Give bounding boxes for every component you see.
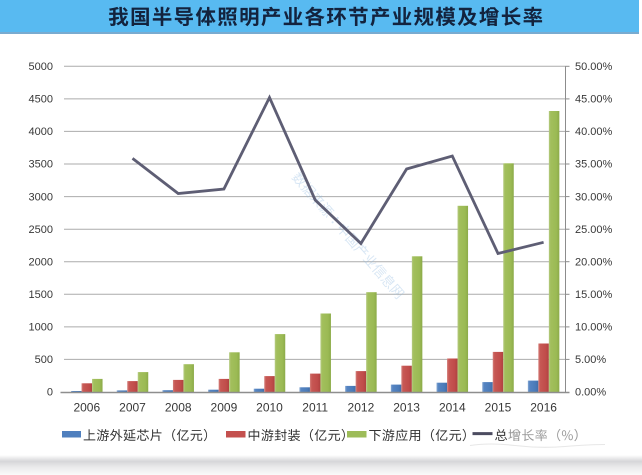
svg-text:2011: 2011 <box>302 401 328 415</box>
svg-text:30.00%: 30.00% <box>575 191 613 203</box>
svg-text:5.00%: 5.00% <box>575 354 606 366</box>
svg-text:0: 0 <box>47 387 53 399</box>
svg-text:3500: 3500 <box>29 159 53 171</box>
svg-text:5000: 5000 <box>29 61 53 73</box>
svg-text:2016: 2016 <box>530 401 557 415</box>
svg-text:20.00%: 20.00% <box>575 256 613 268</box>
svg-text:2014: 2014 <box>439 401 466 415</box>
svg-text:35.00%: 35.00% <box>575 159 613 171</box>
svg-text:2009: 2009 <box>211 401 238 415</box>
svg-text:1500: 1500 <box>29 289 53 301</box>
svg-text:0.00%: 0.00% <box>575 387 606 399</box>
svg-text:15.00%: 15.00% <box>575 289 613 301</box>
svg-text:4000: 4000 <box>29 126 53 138</box>
svg-text:2006: 2006 <box>73 401 100 415</box>
svg-text:4500: 4500 <box>29 94 53 106</box>
svg-text:3000: 3000 <box>29 191 53 203</box>
svg-text:2013: 2013 <box>393 401 420 415</box>
svg-text:2008: 2008 <box>165 401 192 415</box>
svg-text:2007: 2007 <box>119 401 146 415</box>
svg-text:2012: 2012 <box>348 401 375 415</box>
svg-text:500: 500 <box>35 354 53 366</box>
svg-text:40.00%: 40.00% <box>575 126 613 138</box>
svg-text:10.00%: 10.00% <box>575 322 613 334</box>
svg-text:1000: 1000 <box>29 322 53 334</box>
svg-text:2500: 2500 <box>29 224 53 236</box>
svg-text:2015: 2015 <box>485 401 512 415</box>
svg-text:50.00%: 50.00% <box>575 61 613 73</box>
svg-text:45.00%: 45.00% <box>575 94 613 106</box>
svg-text:2010: 2010 <box>256 401 283 415</box>
svg-text:2000: 2000 <box>29 256 53 268</box>
svg-text:25.00%: 25.00% <box>575 224 613 236</box>
